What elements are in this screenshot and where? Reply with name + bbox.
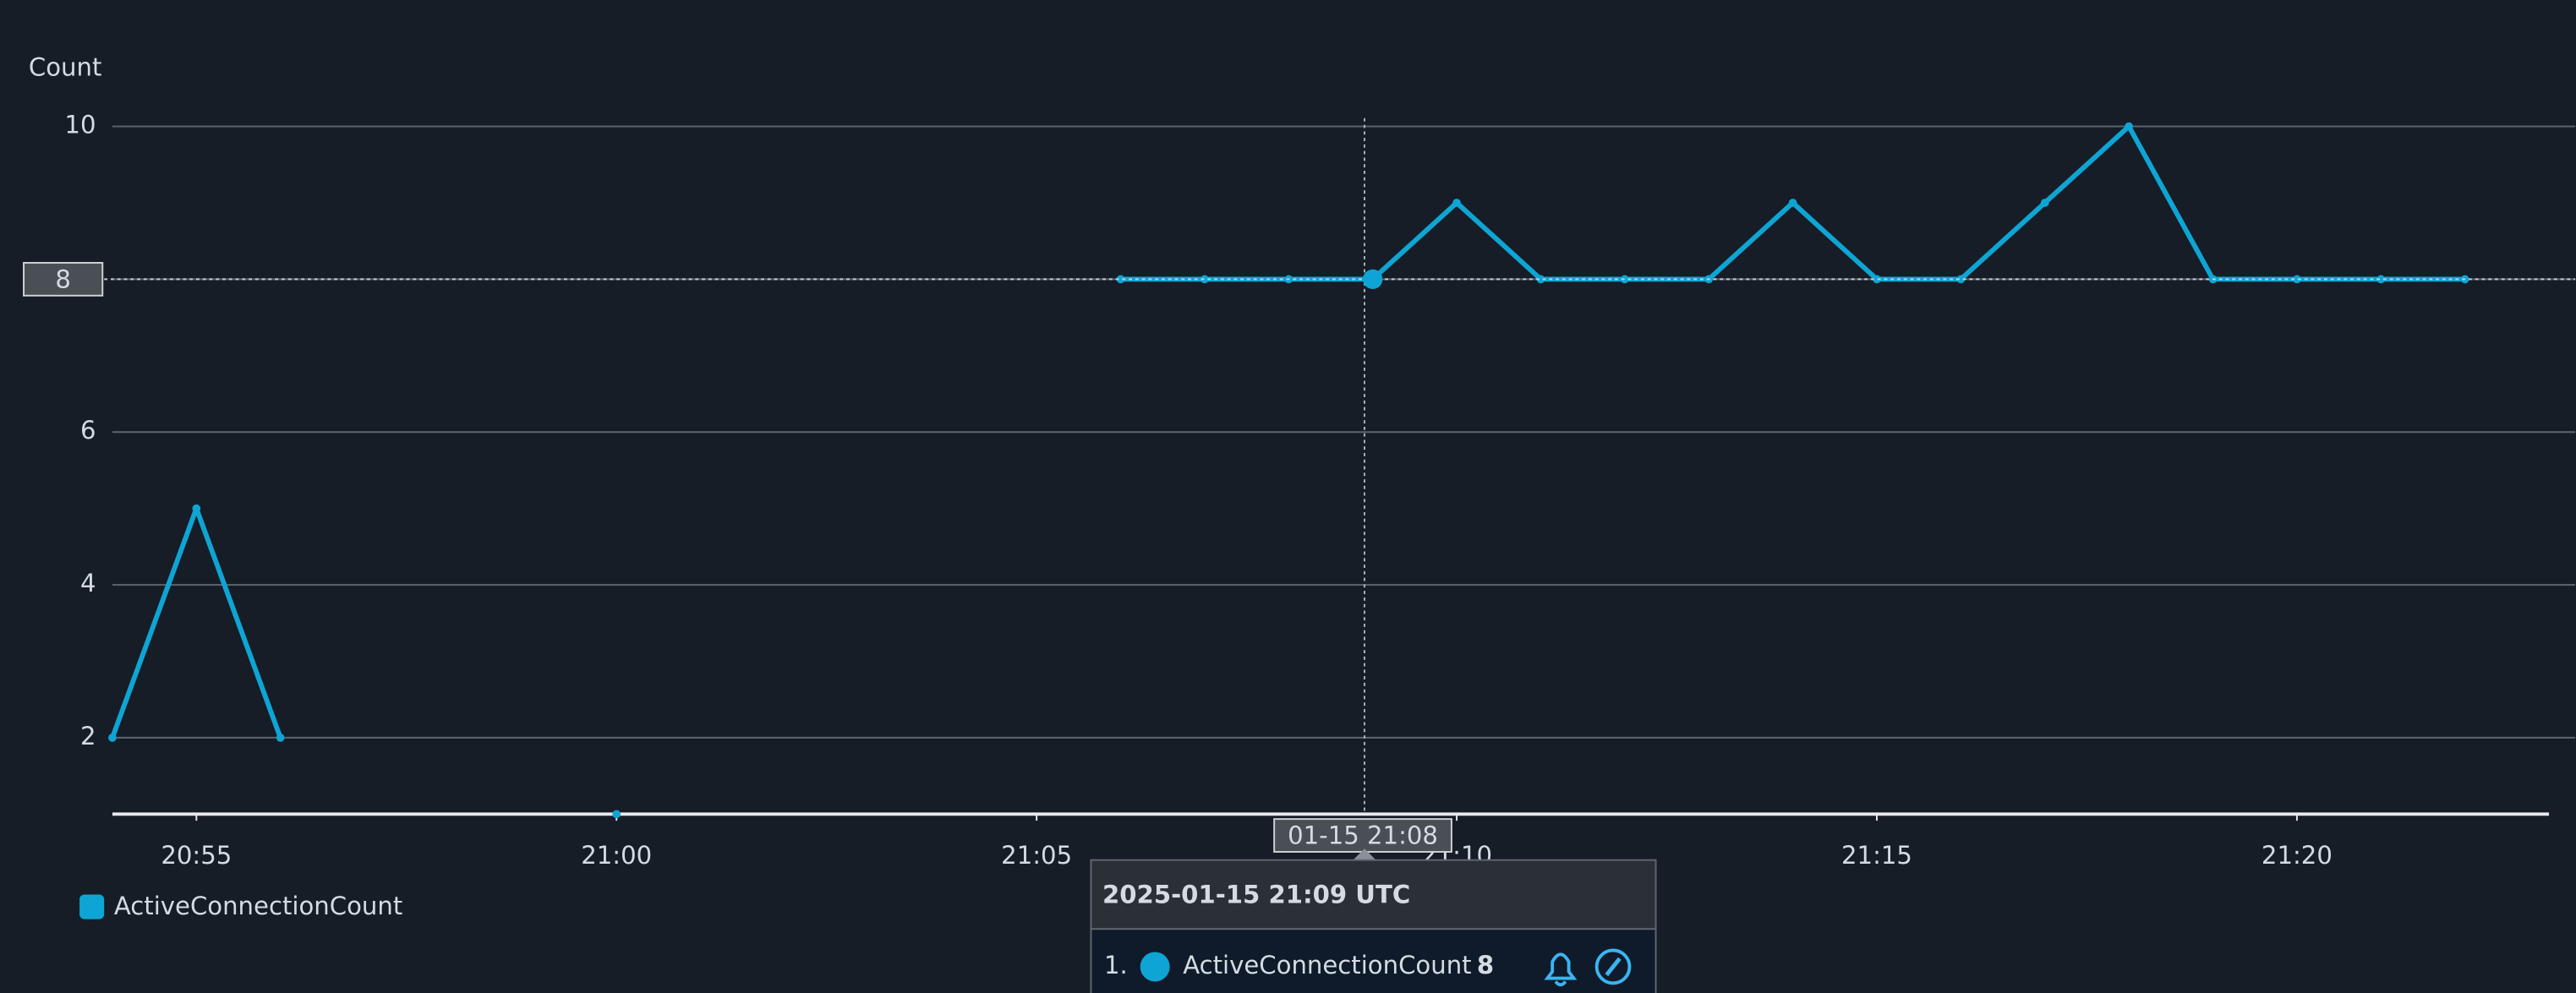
y-tick-label: 6 [80,416,96,445]
legend-swatch [79,894,105,919]
data-point [2040,199,2049,207]
data-point [108,734,117,742]
explore-icon[interactable] [1594,948,1632,985]
data-point [1200,275,1209,284]
y-tick-label: 10 [64,111,96,139]
data-point [1788,199,1797,207]
data-point [612,810,621,819]
data-point [1452,199,1461,207]
data-point [192,504,201,513]
data-point [1620,275,1629,284]
data-point [1956,275,1966,284]
data-point [2125,122,2134,131]
y-tick-label: 2 [80,722,96,750]
overlay: 8 01-15 21:08 2025-01-15 21:09 UTC 1. Active… [23,117,2576,993]
y-axis-label: Count [29,53,101,82]
data-point [276,734,285,742]
alarm-icon[interactable] [1544,952,1578,987]
data-point [1873,275,1881,284]
data-point [1116,275,1125,284]
tooltip-value: 8 [1477,951,1494,979]
tooltip-index: 1. [1104,951,1128,979]
tooltip-arrow [1353,848,1376,860]
tooltip-title: 2025-01-15 21:09 UTC [1102,880,1410,908]
crosshair-y-box [23,261,104,297]
explore-needle [1605,957,1622,977]
data-point [1536,275,1545,284]
legend-label[interactable]: ActiveConnectionCount [114,892,402,920]
x-tick-label: 21:20 [2262,841,2333,870]
crosshair-x-label: 01-15 21:08 [1288,821,1438,849]
x-tick-label: 21:15 [1841,841,1912,870]
y-tick-label: 4 [80,569,96,597]
data-point [2293,275,2301,284]
data-point [2376,275,2386,284]
crosshair-y-label: 8 [55,265,71,293]
tooltip-header [1090,859,1657,930]
x-tick-label: 21:05 [1001,841,1072,870]
crosshair-x-box [1273,818,1452,853]
x-tick-label: 20:55 [161,841,232,870]
tooltip-swatch [1140,952,1170,982]
tooltip-body [1090,928,1657,993]
highlight-point [1363,269,1383,290]
x-tick-label: 21:00 [581,841,652,870]
tooltip-name: ActiveConnectionCount [1183,951,1471,979]
